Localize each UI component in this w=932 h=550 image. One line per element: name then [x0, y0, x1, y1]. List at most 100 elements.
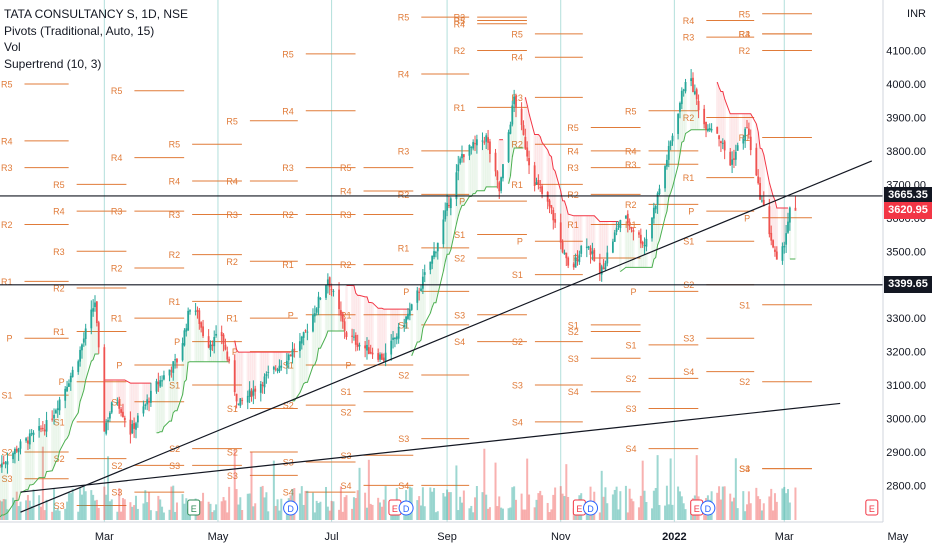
volume-bar [732, 497, 735, 520]
pivot-label-s2: S2 [512, 337, 523, 347]
volume-bar [222, 497, 225, 520]
volume-bar [41, 446, 44, 520]
supertrend-line [104, 379, 151, 384]
pivot-label-r5: R5 [226, 116, 238, 126]
event-marker-letter: D [587, 504, 594, 514]
volume-bar [671, 504, 674, 520]
event-marker-e[interactable]: E [690, 499, 704, 516]
volume-bar [755, 487, 758, 520]
pivot-label-r3: R3 [226, 210, 238, 220]
pivot-label-r4: R4 [226, 177, 238, 187]
candle-body [136, 415, 139, 423]
pivot-label-r2: R2 [282, 210, 294, 220]
earnings-marker-box [865, 499, 879, 516]
candle-body [28, 433, 31, 445]
candle-body [604, 263, 607, 270]
candle-body [163, 375, 165, 380]
volume-bar [84, 491, 87, 520]
volume-bar [168, 509, 171, 520]
price-axis[interactable]: 4100.004000.003900.003800.003700.003600.… [882, 0, 932, 550]
candle-body [656, 193, 659, 205]
pivots-indicator-label[interactable]: Pivots (Traditional, Auto, 15) [4, 23, 155, 38]
volume-bar [611, 494, 614, 520]
drawn-lines[interactable] [0, 160, 883, 513]
volume-bar [136, 508, 139, 520]
pivot-label-p: P [688, 207, 694, 217]
volume-bar [71, 488, 74, 520]
pivot-label-s3: S3 [169, 461, 180, 471]
candle-body [17, 448, 20, 453]
pivot-label-r2: R2 [111, 263, 123, 273]
event-marker-e[interactable]: E [572, 499, 586, 516]
candle-body [468, 145, 471, 156]
candle-body [12, 453, 14, 460]
candle-body [159, 380, 162, 387]
candle-body [768, 206, 771, 235]
volume-bar [742, 491, 745, 520]
volume-bar [420, 505, 423, 520]
candle-body [706, 128, 709, 131]
volume-bar [237, 504, 240, 520]
event-marker-d[interactable]: D [398, 500, 414, 516]
time-axis[interactable]: Mar May Jul Sep Nov 2022 Mar May [0, 521, 909, 543]
candle-body [313, 313, 316, 317]
volume-bar [317, 503, 320, 520]
pivot-label-r2: R2 [454, 46, 466, 56]
volume-bar [369, 503, 372, 520]
volume-bar [444, 496, 447, 520]
price-tick-label: 3200.00 [886, 347, 926, 359]
volume-bar [202, 492, 205, 520]
volume-bar [58, 510, 61, 520]
candle-body [330, 289, 333, 291]
pivot-label-r5: R5 [511, 29, 523, 39]
candle-body [110, 402, 113, 413]
event-marker-d[interactable]: D [583, 500, 599, 516]
event-marker-e[interactable]: E [187, 499, 201, 516]
volume-indicator-label[interactable]: Vol [4, 40, 21, 54]
candle-body [481, 140, 484, 142]
volume-bar [462, 490, 465, 520]
price-tick-label: 3800.00 [886, 146, 926, 158]
event-marker-d[interactable]: D [700, 500, 716, 516]
candle-body [237, 403, 240, 405]
volume-bar [654, 488, 657, 520]
candle-body [274, 368, 277, 370]
candle-body [390, 340, 393, 355]
time-tick-label: Jul [325, 531, 339, 543]
candle-body [0, 465, 1, 467]
event-marker-d[interactable]: D [283, 500, 299, 516]
candle-body [615, 227, 618, 232]
candle-body [666, 159, 668, 167]
volume-bar [315, 500, 318, 520]
volume-bar [6, 509, 9, 520]
trendline [20, 160, 873, 513]
supertrend-indicator-label[interactable]: Supertrend (10, 3) [4, 56, 102, 71]
symbol-title[interactable]: TATA CONSULTANCY S, 1D, NSE [4, 7, 189, 21]
candle-body [379, 354, 381, 360]
candle-body [202, 326, 204, 336]
candle-body [539, 187, 542, 189]
pivot-label-s1: S1 [568, 320, 579, 330]
pivot-label-r2: R2 [567, 190, 579, 200]
pivot-label-r1: R1 [53, 327, 65, 337]
pivot-label-p: P [288, 310, 294, 320]
volume-bar [319, 501, 322, 520]
currency-label[interactable]: INR [907, 8, 926, 20]
candle-body [146, 399, 149, 405]
candle-body [94, 302, 96, 308]
volume-bar [522, 509, 525, 520]
grid [103, 0, 899, 522]
pivot-label-p: P [232, 347, 238, 357]
pivot-label-s1: S1 [1, 391, 12, 401]
candle-body [718, 135, 720, 140]
candle-body [461, 153, 463, 159]
volume-bar [615, 486, 618, 520]
volume-bar [233, 449, 236, 520]
candle-body [697, 100, 700, 111]
event-marker-e[interactable]: E [865, 499, 879, 516]
pivot-label-s1: S1 [227, 404, 238, 414]
volume-bar [12, 497, 15, 520]
candle-body [736, 145, 739, 151]
